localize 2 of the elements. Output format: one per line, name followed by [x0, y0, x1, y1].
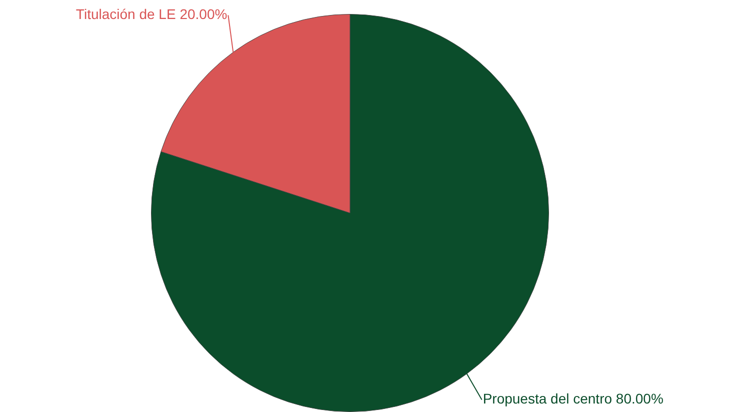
slice-label: Propuesta del centro 80.00% [482, 390, 664, 407]
slice-label: Titulación de LE 20.00% [76, 6, 228, 22]
